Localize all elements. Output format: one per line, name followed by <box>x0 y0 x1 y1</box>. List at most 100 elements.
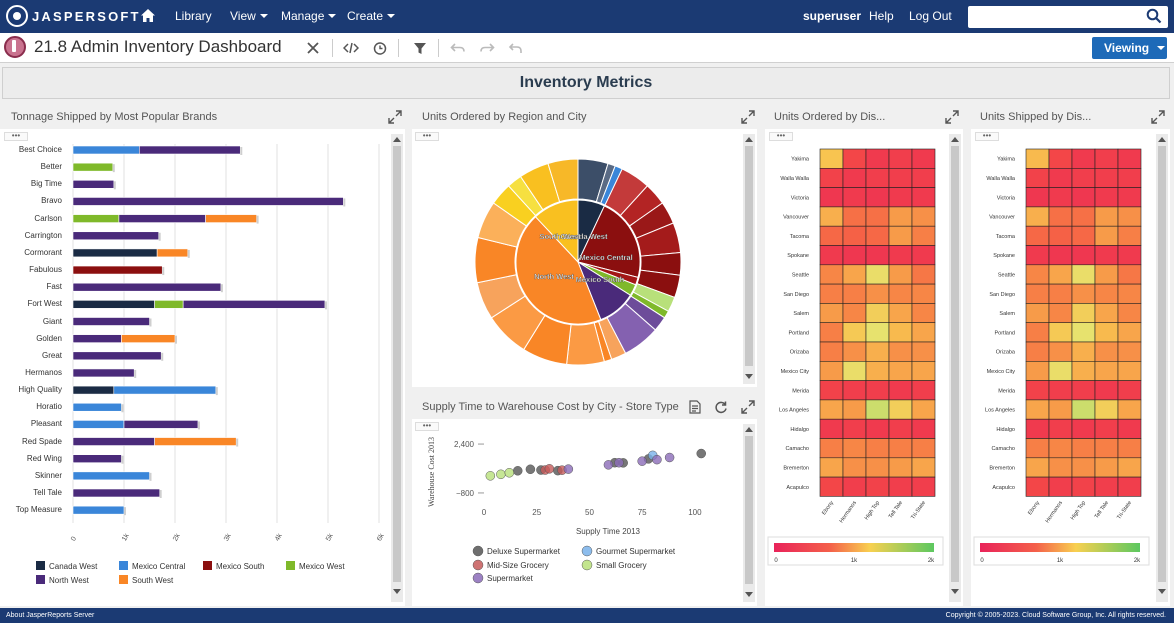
viewing-mode-button[interactable]: Viewing <box>1092 37 1167 59</box>
scroll-up-arrow[interactable] <box>745 137 753 142</box>
heatmap-cell-seattle-tell-tale[interactable] <box>888 264 913 285</box>
heatmap-cell-salem-ebony[interactable] <box>1025 303 1050 323</box>
heatmap-cell-vancouver-hermanos[interactable] <box>1048 206 1073 227</box>
bar-top-measure-mexico-central[interactable] <box>72 505 125 515</box>
scroll-down-arrow[interactable] <box>1158 589 1166 594</box>
sunburst-outer-segment[interactable] <box>547 158 579 203</box>
heatmap-cell-walla-walla-tri-state[interactable] <box>1117 167 1142 188</box>
heatmap-cell-victoria-tell-tale[interactable] <box>1094 187 1119 208</box>
reset-icon[interactable] <box>508 40 524 56</box>
bar-carlson-south-west[interactable] <box>205 214 257 223</box>
refresh-icon[interactable] <box>714 400 728 414</box>
heatmap-cell-vancouver-ebony[interactable] <box>1025 206 1050 227</box>
bar-fort-west-mexico-west[interactable] <box>154 300 184 309</box>
heatmap-cell-spokane-tell-tale[interactable] <box>1094 245 1119 266</box>
heatmap-cell-yakima-ebony[interactable] <box>819 148 844 169</box>
heatmap-cell-mexico-city-tri-state[interactable] <box>911 361 936 381</box>
scatter-point-supermarket[interactable] <box>563 464 574 474</box>
heatmap-cell-yakima-high-top[interactable] <box>1071 148 1096 169</box>
heatmap-cell-salem-high-top[interactable] <box>865 303 890 323</box>
bar-giant-north-west[interactable] <box>72 317 150 326</box>
scatter-point-deluxe-supermarket[interactable] <box>512 466 523 476</box>
heatmap-cell-yakima-hermanos[interactable] <box>1048 148 1073 169</box>
heatmap-cell-walla-walla-high-top[interactable] <box>1071 167 1096 188</box>
sunburst-inner-mexico-central[interactable] <box>577 205 641 279</box>
heatmap-cell-victoria-ebony[interactable] <box>1025 187 1050 208</box>
heatmap-cell-orizaba-ebony[interactable] <box>1025 341 1050 362</box>
heatmap-cell-orizaba-hermanos[interactable] <box>842 341 867 362</box>
heatmap-cell-orizaba-tri-state[interactable] <box>1117 341 1142 362</box>
heatmap-cell-camacho-tell-tale[interactable] <box>1094 438 1119 459</box>
heatmap-cell-walla-walla-hermanos[interactable] <box>1048 167 1073 188</box>
sunburst-inner-south-west[interactable] <box>534 199 579 264</box>
legend-label-deluxe-supermarket[interactable]: Deluxe Supermarket <box>487 547 561 556</box>
bar-fort-west-north-west[interactable] <box>182 300 326 309</box>
heatmap-cell-san-diego-high-top[interactable] <box>865 283 890 304</box>
heatmap-cell-bremerton-hermanos[interactable] <box>1048 457 1073 478</box>
heatmap-cell-los-angeles-tell-tale[interactable] <box>888 399 913 420</box>
heatmap-cell-mexico-city-high-top[interactable] <box>865 361 890 381</box>
heatmap-cell-tacoma-high-top[interactable] <box>1071 225 1096 246</box>
heatmap-cell-tacoma-hermanos[interactable] <box>842 225 867 246</box>
heatmap-cell-victoria-hermanos[interactable] <box>1048 187 1073 208</box>
bar-cormorant-south-west[interactable] <box>156 248 189 258</box>
heatmap-cell-vancouver-high-top[interactable] <box>865 206 890 227</box>
heatmap-cell-acapulco-tri-state[interactable] <box>1117 476 1142 497</box>
heatmap-cell-acapulco-tri-state[interactable] <box>911 476 936 497</box>
heatmap-cell-salem-tell-tale[interactable] <box>1094 303 1119 323</box>
brands-scrollbar[interactable] <box>391 134 403 602</box>
legend-item-mexico-south[interactable]: Mexico South <box>203 561 264 571</box>
heatmap-cell-portland-hermanos[interactable] <box>1048 322 1073 343</box>
bar-tell-tale-north-west[interactable] <box>72 488 160 498</box>
heatmap-cell-acapulco-tell-tale[interactable] <box>1094 476 1119 497</box>
bar-red-spade-north-west[interactable] <box>72 437 155 446</box>
heatmap-cell-mexico-city-ebony[interactable] <box>1025 361 1050 381</box>
legend-item-south-west[interactable]: South West <box>119 575 173 585</box>
heatmap-cell-tacoma-tri-state[interactable] <box>1117 225 1142 246</box>
expand-icon[interactable] <box>741 400 755 414</box>
heatmap-cell-victoria-tri-state[interactable] <box>1117 187 1142 208</box>
bar-best-choice-north-west[interactable] <box>139 145 241 155</box>
scroll-thumb[interactable] <box>951 146 959 582</box>
expand-icon[interactable] <box>741 110 755 124</box>
heatmap-cell-hidalgo-hermanos[interactable] <box>842 418 867 439</box>
heatmap-cell-bremerton-ebony[interactable] <box>819 457 844 478</box>
scatter-point-small-grocery[interactable] <box>504 468 515 478</box>
scroll-down-arrow[interactable] <box>393 589 401 594</box>
scatter-point-deluxe-supermarket[interactable] <box>525 464 536 475</box>
heatmap-cell-portland-tri-state[interactable] <box>911 322 936 343</box>
filter-icon[interactable] <box>412 40 428 56</box>
heatmap-cell-portland-hermanos[interactable] <box>842 322 867 343</box>
heatmap-cell-yakima-hermanos[interactable] <box>842 148 867 169</box>
bar-fabulous-mexico-south[interactable] <box>72 265 163 275</box>
search-input[interactable] <box>968 6 1168 28</box>
bar-red-wing-north-west[interactable] <box>72 454 122 464</box>
panel-menu-button[interactable]: ••• <box>415 132 439 141</box>
scroll-down-arrow[interactable] <box>951 589 959 594</box>
heatmap-cell-mexico-city-tell-tale[interactable] <box>888 361 913 381</box>
heatmap-cell-merida-tri-state[interactable] <box>911 380 936 401</box>
heatmap-cell-seattle-hermanos[interactable] <box>842 264 867 285</box>
heatmap-cell-salem-ebony[interactable] <box>819 303 844 323</box>
heatmap-cell-bremerton-tri-state[interactable] <box>911 457 936 478</box>
heatmap-cell-salem-tell-tale[interactable] <box>888 303 913 323</box>
home-icon[interactable] <box>140 8 156 24</box>
heatmap-cell-spokane-hermanos[interactable] <box>842 245 867 266</box>
heatmap-cell-hidalgo-tell-tale[interactable] <box>1094 418 1119 439</box>
heatmap-cell-acapulco-ebony[interactable] <box>819 476 844 497</box>
scroll-up-arrow[interactable] <box>745 427 753 432</box>
heatmap-cell-orizaba-tell-tale[interactable] <box>1094 341 1119 362</box>
logout-link[interactable]: Log Out <box>909 9 952 23</box>
heatmap-cell-merida-ebony[interactable] <box>1025 380 1050 401</box>
heatmap-cell-merida-hermanos[interactable] <box>842 380 867 401</box>
heatmap-cell-portland-ebony[interactable] <box>1025 322 1050 343</box>
heatmap-cell-orizaba-hermanos[interactable] <box>1048 341 1073 362</box>
heatmap-cell-san-diego-tri-state[interactable] <box>1117 283 1142 304</box>
redo-icon[interactable] <box>479 40 495 56</box>
heatmap-cell-mexico-city-high-top[interactable] <box>1071 361 1096 381</box>
heatmap-cell-merida-tell-tale[interactable] <box>1094 380 1119 401</box>
ordered-scrollbar[interactable] <box>949 134 961 602</box>
heatmap-cell-spokane-high-top[interactable] <box>865 245 890 266</box>
bar-big-time-north-west[interactable] <box>72 179 115 189</box>
legend-label-small-grocery[interactable]: Small Grocery <box>596 561 647 570</box>
